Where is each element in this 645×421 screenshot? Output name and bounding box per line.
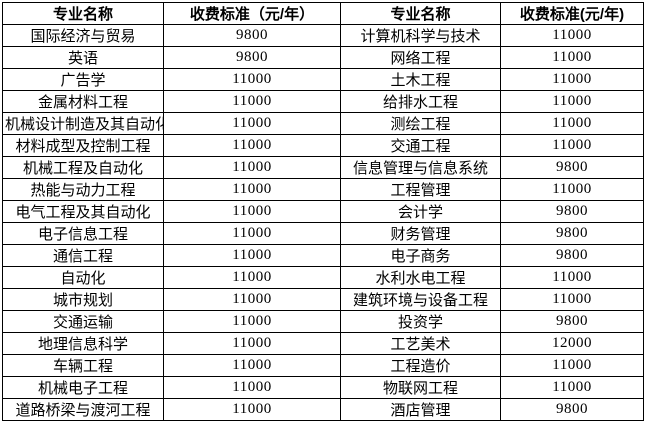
- table-header-row: 专业名称 收费标准（元/年） 专业名称 收费标准(元/年): [2, 2, 644, 25]
- table-body: 国际经济与贸易 9800 计算机科学与技术 11000 英语 9800 网络工程 11000 广…: [2, 24, 644, 421]
- major-name-cell: 机械工程及自动化: [2, 156, 164, 179]
- fee-cell: 11000: [163, 178, 341, 201]
- major-name-cell: 交通工程: [340, 134, 501, 157]
- major-name-cell: 通信工程: [2, 244, 164, 267]
- fee-cell: 12000: [500, 332, 644, 355]
- table-row: 交通运输 11000 投资学 9800: [2, 310, 644, 333]
- table-row: 英语 9800 网络工程 11000: [2, 46, 644, 69]
- table-row: 广告学 11000 土木工程 11000: [2, 68, 644, 91]
- fee-cell: 11000: [163, 398, 341, 421]
- header-fee-right: 收费标准(元/年): [500, 2, 644, 25]
- fee-cell: 11000: [163, 222, 341, 245]
- major-name-cell: 热能与动力工程: [2, 178, 164, 201]
- major-name-cell: 投资学: [340, 310, 501, 333]
- major-name-cell: 财务管理: [340, 222, 501, 245]
- major-name-cell: 会计学: [340, 200, 501, 223]
- major-name-cell: 建筑环境与设备工程: [340, 288, 501, 311]
- major-name-cell: 计算机科学与技术: [340, 24, 501, 47]
- table-row: 国际经济与贸易 9800 计算机科学与技术 11000: [2, 24, 644, 47]
- major-name-cell: 地理信息科学: [2, 332, 164, 355]
- fee-cell: 9800: [500, 398, 644, 421]
- fee-cell: 11000: [163, 354, 341, 377]
- major-name-cell: 英语: [2, 46, 164, 69]
- fee-cell: 11000: [500, 46, 644, 69]
- fee-cell: 9800: [163, 24, 341, 47]
- major-name-cell: 测绘工程: [340, 112, 501, 135]
- major-name-cell: 自动化: [2, 266, 164, 289]
- table-row: 自动化 11000 水利水电工程 11000: [2, 266, 644, 289]
- fee-cell: 9800: [500, 222, 644, 245]
- major-name-cell: 电气工程及其自动化: [2, 200, 164, 223]
- fee-cell: 9800: [500, 310, 644, 333]
- fee-cell: 11000: [500, 376, 644, 399]
- table-row: 机械电子工程 11000 物联网工程 11000: [2, 376, 644, 399]
- fee-cell: 11000: [500, 354, 644, 377]
- fee-cell: 11000: [163, 200, 341, 223]
- table-row: 电气工程及其自动化 11000 会计学 9800: [2, 200, 644, 223]
- table-row: 城市规划 11000 建筑环境与设备工程 11000: [2, 288, 644, 311]
- fee-cell: 9800: [500, 156, 644, 179]
- major-name-cell: 材料成型及控制工程: [2, 134, 164, 157]
- table-row: 机械设计制造及其自动化 11000 测绘工程 11000: [2, 112, 644, 135]
- fee-cell: 11000: [500, 178, 644, 201]
- fee-cell: 11000: [163, 244, 341, 267]
- table-row: 通信工程 11000 电子商务 9800: [2, 244, 644, 267]
- fee-cell: 11000: [500, 288, 644, 311]
- fee-cell: 11000: [500, 112, 644, 135]
- major-name-cell: 车辆工程: [2, 354, 164, 377]
- major-name-cell: 酒店管理: [340, 398, 501, 421]
- fee-cell: 11000: [500, 24, 644, 47]
- fee-cell: 9800: [163, 46, 341, 69]
- fee-cell: 11000: [500, 266, 644, 289]
- major-name-cell: 广告学: [2, 68, 164, 91]
- fee-cell: 11000: [163, 90, 341, 113]
- major-name-cell: 水利水电工程: [340, 266, 501, 289]
- fee-cell: 11000: [163, 376, 341, 399]
- major-name-cell: 金属材料工程: [2, 90, 164, 113]
- fee-cell: 11000: [163, 112, 341, 135]
- header-major-right: 专业名称: [340, 2, 501, 25]
- table-row: 金属材料工程 11000 给排水工程 11000: [2, 90, 644, 113]
- major-name-cell: 物联网工程: [340, 376, 501, 399]
- major-name-cell: 电子商务: [340, 244, 501, 267]
- major-name-cell: 网络工程: [340, 46, 501, 69]
- fee-cell: 11000: [163, 288, 341, 311]
- major-name-cell: 国际经济与贸易: [2, 24, 164, 47]
- major-name-cell: 机械设计制造及其自动化: [2, 112, 164, 135]
- fee-cell: 11000: [163, 134, 341, 157]
- fee-cell: 9800: [500, 200, 644, 223]
- fee-cell: 11000: [163, 266, 341, 289]
- major-name-cell: 信息管理与信息系统: [340, 156, 501, 179]
- major-name-cell: 土木工程: [340, 68, 501, 91]
- fee-cell: 11000: [500, 134, 644, 157]
- fee-cell: 11000: [163, 156, 341, 179]
- table-row: 电子信息工程 11000 财务管理 9800: [2, 222, 644, 245]
- fee-cell: 9800: [500, 244, 644, 267]
- fee-cell: 11000: [163, 68, 341, 91]
- major-name-cell: 城市规划: [2, 288, 164, 311]
- table-row: 车辆工程 11000 工程造价 11000: [2, 354, 644, 377]
- major-name-cell: 工程造价: [340, 354, 501, 377]
- table-row: 材料成型及控制工程 11000 交通工程 11000: [2, 134, 644, 157]
- fee-cell: 11000: [163, 332, 341, 355]
- table-row: 热能与动力工程 11000 工程管理 11000: [2, 178, 644, 201]
- fee-cell: 11000: [500, 68, 644, 91]
- table-row: 机械工程及自动化 11000 信息管理与信息系统 9800: [2, 156, 644, 179]
- table-row: 地理信息科学 11000 工艺美术 12000: [2, 332, 644, 355]
- major-name-cell: 机械电子工程: [2, 376, 164, 399]
- header-fee-left: 收费标准（元/年）: [163, 2, 341, 25]
- major-name-cell: 工程管理: [340, 178, 501, 201]
- major-name-cell: 工艺美术: [340, 332, 501, 355]
- major-name-cell: 电子信息工程: [2, 222, 164, 245]
- fee-cell: 11000: [163, 310, 341, 333]
- fee-cell: 11000: [500, 90, 644, 113]
- major-name-cell: 道路桥梁与渡河工程: [2, 398, 164, 421]
- major-name-cell: 交通运输: [2, 310, 164, 333]
- header-major-left: 专业名称: [2, 2, 164, 25]
- table-row: 道路桥梁与渡河工程 11000 酒店管理 9800: [2, 398, 644, 421]
- major-name-cell: 给排水工程: [340, 90, 501, 113]
